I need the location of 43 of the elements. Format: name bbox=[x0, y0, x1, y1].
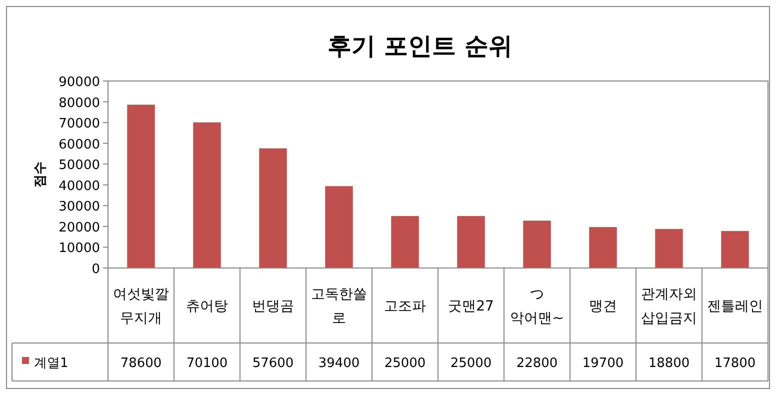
bar bbox=[391, 216, 419, 268]
data-label: 25000 bbox=[450, 356, 492, 371]
data-label: 25000 bbox=[384, 356, 426, 371]
data-label: 18800 bbox=[648, 356, 690, 371]
bar bbox=[127, 104, 155, 268]
bar bbox=[325, 186, 353, 268]
x-tick-label: 고조파 bbox=[384, 298, 426, 314]
y-tick-label: 50000 bbox=[58, 158, 100, 174]
bar bbox=[589, 227, 617, 268]
bar bbox=[259, 148, 287, 268]
x-tick-label: 굿맨27 bbox=[448, 298, 494, 314]
data-label: 78600 bbox=[120, 356, 162, 371]
y-tick-label: 90000 bbox=[58, 75, 100, 90]
y-tick-label: 40000 bbox=[58, 178, 100, 194]
y-axis-title: 점수 bbox=[33, 162, 48, 188]
bar bbox=[655, 228, 683, 268]
x-tick-label: 츄어탕 bbox=[186, 298, 228, 314]
x-tick-label: 관계자외삽입금지 bbox=[641, 286, 697, 326]
bar bbox=[193, 122, 221, 268]
legend-label: 계열1 bbox=[34, 356, 68, 371]
title: 후기 포인트 순위 bbox=[328, 32, 512, 60]
y-tick-label: 60000 bbox=[58, 137, 100, 152]
data-label: 22800 bbox=[516, 356, 558, 371]
data-label: 17800 bbox=[714, 356, 756, 371]
data-label: 57600 bbox=[252, 356, 294, 371]
y-tick-label: 30000 bbox=[58, 200, 100, 215]
data-label: 19700 bbox=[582, 356, 624, 371]
y-tick-label: 80000 bbox=[58, 96, 100, 111]
y-tick-label: 20000 bbox=[58, 220, 100, 236]
data-label: 39400 bbox=[318, 356, 360, 371]
y-tick-label: 70000 bbox=[58, 116, 100, 132]
x-tick-label: つ 악어맨~ bbox=[510, 286, 564, 326]
x-tick-label: 여섯빛깔무지개 bbox=[113, 286, 169, 326]
bar bbox=[457, 216, 485, 268]
bar bbox=[721, 231, 749, 268]
x-tick-label: 맹견 bbox=[589, 298, 617, 314]
x-tick-label: 번댕곰 bbox=[252, 298, 294, 314]
bar bbox=[523, 220, 551, 268]
y-tick-label: 10000 bbox=[58, 241, 100, 256]
data-label: 70100 bbox=[186, 356, 228, 371]
x-tick-label: 젠틀레인 bbox=[707, 298, 763, 314]
y-tick-label: 0 bbox=[92, 262, 100, 277]
x-tick-label: 고독한쏠로 bbox=[311, 286, 367, 326]
